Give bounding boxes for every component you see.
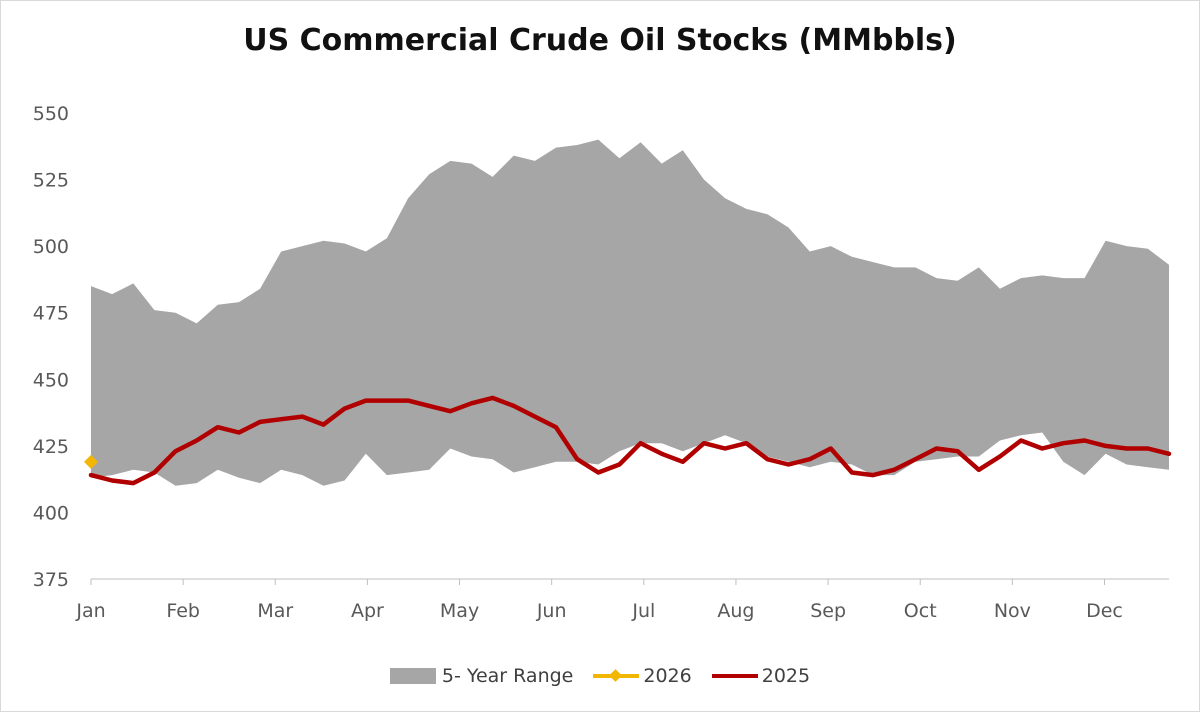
x-tick-label: Jan (75, 600, 105, 622)
y-tick-label: 500 (33, 236, 69, 258)
series-line-2025 (88, 395, 1172, 486)
chart-title: US Commercial Crude Oil Stocks (MMbbls) (243, 23, 957, 58)
axes-group (90, 578, 1169, 585)
x-tick-label: Apr (351, 600, 384, 622)
y-tick-label: 400 (33, 502, 69, 524)
legend-label-2025: 2025 (761, 665, 811, 687)
chart-plot: 375 400 425 450 475 500 525 550 Jan Feb Mar Apr May… (33, 103, 1172, 622)
x-tick-label: Oct (904, 600, 937, 622)
y-tick-labels: 375 400 425 450 475 500 525 550 (33, 103, 69, 591)
y-tick-label: 450 (33, 369, 69, 391)
y-tick-label: 525 (33, 170, 69, 192)
legend-swatch-2025 (711, 668, 758, 684)
x-tick-label: Jun (536, 600, 567, 622)
x-tick-label: Jul (631, 600, 655, 622)
y-tick-label: 425 (33, 436, 69, 458)
x-tick-label: Dec (1086, 600, 1123, 622)
x-tick-label: Nov (994, 600, 1031, 622)
y-tick-label: 550 (33, 103, 69, 125)
x-tick-label: Aug (717, 600, 754, 622)
legend-item-range: 5- Year Range (389, 665, 574, 687)
y-tick-label: 375 (33, 569, 69, 591)
legend-label-2026: 2026 (643, 665, 692, 687)
range-area (91, 139, 1169, 486)
legend-label-range: 5- Year Range (441, 665, 574, 687)
x-tick-label: May (440, 600, 479, 622)
x-tick-label: Mar (257, 600, 293, 622)
range-area-group (91, 139, 1169, 486)
x-tick-labels: Jan Feb Mar Apr May Jun Jul Aug Sep Oct Nov Dec (75, 600, 1123, 622)
legend-swatch-2026 (593, 668, 640, 684)
legend-item-2026: 2026 (593, 665, 692, 687)
series-lines-group (84, 395, 1172, 486)
chart-legend: 5- Year Range 2026 2025 (1, 665, 1199, 687)
x-tick-label: Sep (810, 600, 846, 622)
legend-swatch-range (389, 668, 436, 684)
legend-item-2025: 2025 (711, 665, 811, 687)
x-tick-label: Feb (166, 600, 200, 622)
series-point-2026 (84, 454, 98, 469)
y-tick-label: 475 (33, 303, 69, 325)
